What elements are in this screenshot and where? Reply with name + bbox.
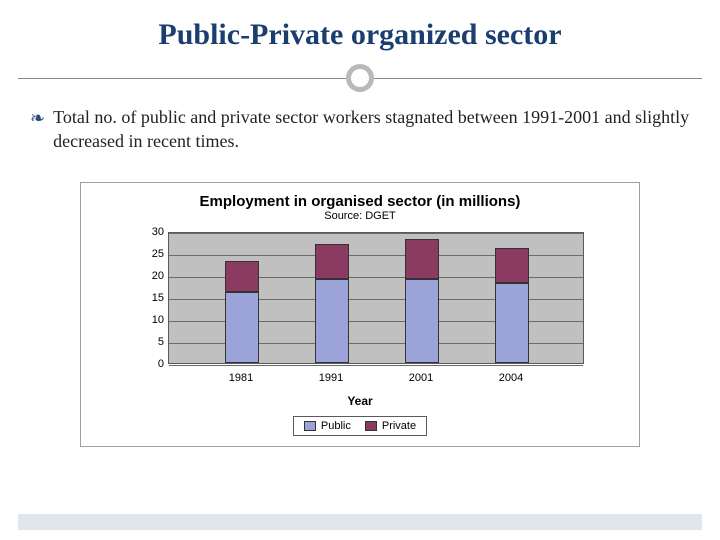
divider-ring-icon (346, 64, 374, 92)
y-tick-label: 5 (124, 336, 164, 348)
bar-segment-public (495, 283, 529, 362)
bar-segment-public (405, 279, 439, 363)
bar-group (405, 239, 439, 362)
gridline (169, 233, 583, 234)
x-tick-label: 1981 (211, 372, 271, 384)
y-tick-label: 0 (124, 358, 164, 370)
bar-group (495, 248, 529, 362)
title-divider (18, 62, 702, 94)
gridline (169, 365, 583, 366)
bullet-row: ❧ Total no. of public and private sector… (18, 106, 702, 154)
chart-subtitle: Source: DGET (93, 210, 627, 222)
y-tick-label: 10 (124, 314, 164, 326)
x-tick-label: 2001 (391, 372, 451, 384)
bar-group (315, 244, 349, 363)
bar-segment-public (225, 292, 259, 362)
x-tick-label: 1991 (301, 372, 361, 384)
bar-segment-public (315, 279, 349, 363)
chart-plot-wrap: 0 5 10 15 20 25 30 1981 1991 2001 2004 Year Public… (93, 228, 627, 436)
bullet-text: Total no. of public and private sector w… (53, 106, 690, 154)
bar-segment-private (405, 239, 439, 279)
legend-item-public: Public (304, 420, 351, 432)
y-tick-label: 15 (124, 292, 164, 304)
slide-footer-bar (18, 514, 702, 530)
bar-segment-private (225, 261, 259, 292)
bar-group (225, 261, 259, 362)
bullet-icon: ❧ (30, 107, 45, 131)
chart-legend: Public Private (293, 416, 427, 436)
x-tick-label: 2004 (481, 372, 541, 384)
legend-item-private: Private (365, 420, 416, 432)
chart-card: Employment in organised sector (in milli… (80, 182, 640, 447)
bar-segment-private (495, 248, 529, 283)
y-tick-label: 20 (124, 270, 164, 282)
chart-plot: 0 5 10 15 20 25 30 1981 1991 2001 2004 (120, 228, 600, 388)
slide-title: Public-Private organized sector (18, 18, 702, 52)
legend-swatch-icon (365, 421, 377, 431)
legend-label: Private (382, 420, 416, 432)
legend-swatch-icon (304, 421, 316, 431)
chart-plot-background (168, 232, 584, 364)
slide-container: Public-Private organized sector ❧ Total … (0, 0, 720, 540)
x-axis-title: Year (347, 394, 372, 408)
y-tick-label: 25 (124, 248, 164, 260)
chart-title: Employment in organised sector (in milli… (93, 193, 627, 210)
legend-label: Public (321, 420, 351, 432)
y-tick-label: 30 (124, 226, 164, 238)
bar-segment-private (315, 244, 349, 279)
